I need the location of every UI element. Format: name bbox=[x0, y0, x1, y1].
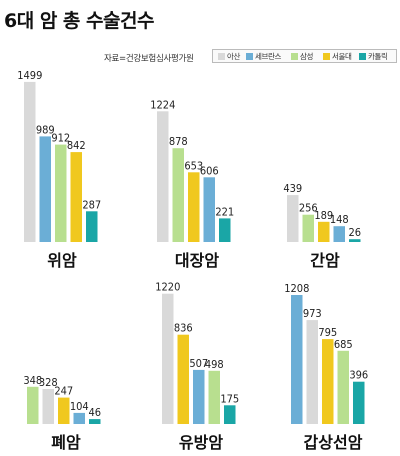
bar bbox=[333, 226, 345, 242]
legend-label-catholic: 카톨릭 bbox=[368, 52, 388, 61]
source-note: 자료=건강보험심사평가원 bbox=[104, 54, 194, 64]
bar bbox=[86, 211, 98, 242]
data-label: 348 bbox=[23, 374, 42, 387]
category-label: 폐암 bbox=[51, 433, 81, 452]
legend-swatch-catholic bbox=[359, 53, 366, 60]
bar bbox=[349, 239, 361, 242]
bar bbox=[291, 295, 303, 424]
bar bbox=[58, 397, 70, 424]
data-label: 175 bbox=[220, 392, 239, 405]
bar bbox=[89, 419, 101, 424]
bar bbox=[337, 350, 349, 424]
bar bbox=[188, 172, 200, 242]
data-label: 256 bbox=[299, 202, 318, 215]
bar bbox=[193, 369, 205, 424]
bar bbox=[73, 412, 85, 424]
bar bbox=[172, 148, 184, 242]
chart-title: 6대 암 총 수술건수 bbox=[4, 10, 154, 32]
data-label: 973 bbox=[303, 307, 322, 320]
data-label: 989 bbox=[36, 123, 55, 136]
data-label: 878 bbox=[169, 135, 188, 148]
legend-label-asan: 아산 bbox=[227, 52, 240, 61]
legend: 아산 세브란스 삼성 서울대 카톨릭 bbox=[212, 49, 397, 63]
bar bbox=[162, 293, 174, 424]
category-label: 간암 bbox=[310, 251, 340, 270]
data-label: 26 bbox=[349, 226, 362, 239]
data-label: 1224 bbox=[150, 98, 175, 111]
bar bbox=[306, 320, 318, 424]
bar bbox=[70, 152, 82, 242]
data-label: 795 bbox=[318, 326, 337, 339]
data-label: 221 bbox=[215, 205, 234, 218]
data-label: 247 bbox=[54, 385, 73, 398]
data-label: 1208 bbox=[284, 282, 309, 295]
category-label: 갑상선암 bbox=[304, 433, 363, 452]
bar bbox=[39, 136, 51, 242]
data-label: 396 bbox=[349, 369, 368, 382]
data-label: 507 bbox=[189, 357, 208, 370]
category-label: 대장암 bbox=[175, 251, 219, 270]
legend-label-severance: 세브란스 bbox=[255, 52, 281, 61]
legend-swatch-snu bbox=[323, 53, 330, 60]
data-label: 653 bbox=[184, 159, 203, 172]
data-label: 287 bbox=[82, 198, 101, 211]
bar bbox=[224, 405, 236, 424]
data-label: 842 bbox=[67, 139, 86, 152]
legend-label-snu: 서울대 bbox=[332, 52, 352, 61]
data-label: 912 bbox=[51, 132, 70, 145]
data-label: 46 bbox=[89, 406, 102, 419]
legend-swatch-severance bbox=[246, 53, 253, 60]
bar bbox=[203, 177, 215, 242]
data-label: 606 bbox=[200, 164, 219, 177]
bar bbox=[157, 111, 169, 242]
legend-label-samsung: 삼성 bbox=[300, 52, 313, 61]
bar bbox=[353, 381, 365, 424]
category-label: 위암 bbox=[47, 251, 77, 270]
bar bbox=[27, 386, 39, 424]
bar bbox=[302, 214, 314, 242]
data-label: 189 bbox=[314, 209, 333, 222]
bar bbox=[318, 221, 330, 242]
bar bbox=[177, 334, 189, 424]
data-label: 836 bbox=[174, 322, 193, 335]
legend-swatch-samsung bbox=[291, 53, 298, 60]
bar bbox=[219, 218, 231, 242]
category-label: 유방암 bbox=[179, 433, 223, 452]
data-label: 328 bbox=[39, 376, 58, 389]
data-label: 498 bbox=[205, 358, 224, 371]
bar bbox=[24, 81, 36, 243]
bar bbox=[42, 389, 54, 424]
data-label: 439 bbox=[283, 182, 302, 195]
bar bbox=[55, 144, 67, 242]
data-label: 685 bbox=[334, 338, 353, 351]
legend-swatch-asan bbox=[218, 53, 225, 60]
data-label: 104 bbox=[70, 400, 89, 413]
data-label: 1220 bbox=[155, 281, 180, 294]
bar bbox=[322, 339, 334, 424]
data-label: 1499 bbox=[17, 69, 42, 82]
bar bbox=[208, 370, 220, 424]
bar bbox=[287, 195, 299, 242]
data-label: 148 bbox=[330, 213, 349, 226]
